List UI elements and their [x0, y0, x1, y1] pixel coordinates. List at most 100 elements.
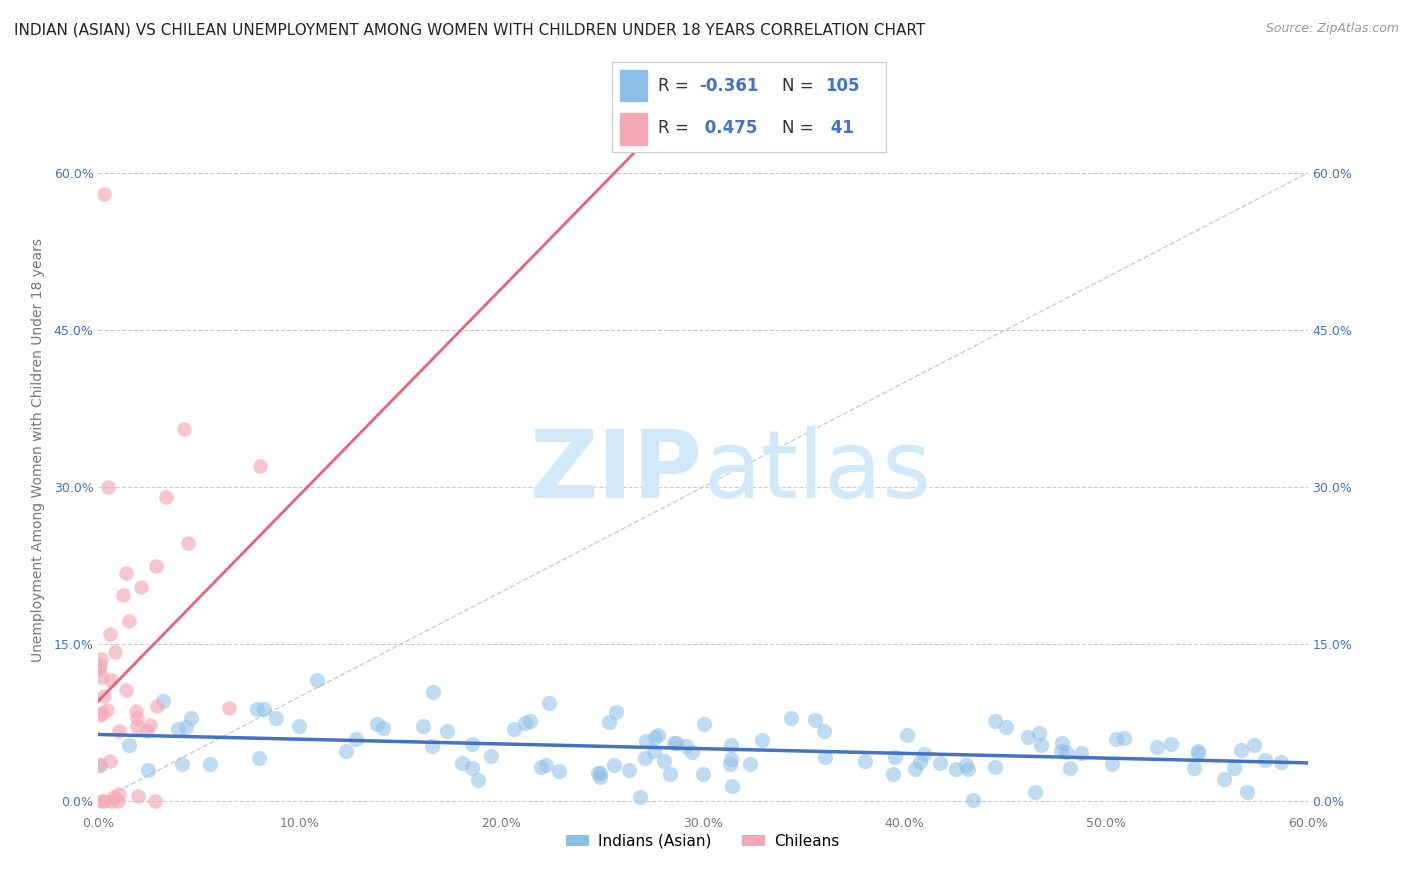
Point — [100, 673, 122, 687]
Point — [135, 723, 157, 738]
Point — [536, 758, 558, 772]
Point — [173, 421, 195, 435]
Point — [1028, 725, 1050, 739]
Text: INDIAN (ASIAN) VS CHILEAN UNEMPLOYMENT AMONG WOMEN WITH CHILDREN UNDER 18 YEARS : INDIAN (ASIAN) VS CHILEAN UNEMPLOYMENT A… — [14, 22, 925, 37]
Point — [422, 685, 444, 699]
Point — [172, 757, 194, 772]
Point — [903, 762, 925, 776]
Point — [180, 711, 202, 725]
Point — [87, 758, 110, 772]
Text: R =: R = — [658, 77, 695, 95]
Point — [1031, 738, 1053, 752]
Point — [1017, 730, 1039, 744]
Point — [127, 710, 149, 724]
Point — [246, 702, 269, 716]
Point — [662, 736, 685, 750]
Point — [266, 710, 288, 724]
Point — [1236, 785, 1258, 799]
Point — [634, 733, 657, 747]
Point — [692, 766, 714, 780]
Legend: Indians (Asian), Chileans: Indians (Asian), Chileans — [560, 828, 846, 855]
Point — [131, 580, 153, 594]
Point — [90, 652, 112, 666]
Point — [548, 764, 571, 778]
Point — [287, 719, 309, 733]
Point — [1213, 772, 1236, 786]
Point — [1101, 756, 1123, 771]
Point — [93, 689, 115, 703]
Point — [962, 793, 984, 807]
Point — [136, 763, 159, 777]
Point — [681, 745, 703, 759]
Point — [779, 711, 801, 725]
Point — [87, 662, 110, 676]
Point — [882, 766, 904, 780]
Point — [720, 751, 742, 765]
Point — [107, 794, 129, 808]
Point — [125, 719, 148, 733]
Point — [718, 756, 741, 771]
Point — [1270, 755, 1292, 769]
Point — [127, 789, 149, 803]
Point — [89, 708, 111, 723]
Point — [1254, 753, 1277, 767]
Point — [145, 794, 167, 808]
Point — [461, 762, 484, 776]
Point — [617, 764, 640, 778]
Point — [955, 758, 977, 772]
Point — [198, 756, 221, 771]
Point — [146, 698, 169, 713]
Point — [117, 738, 139, 752]
Point — [91, 706, 114, 721]
Point — [177, 536, 200, 550]
Point — [479, 748, 502, 763]
Point — [89, 758, 111, 772]
Text: ZIP: ZIP — [530, 426, 703, 518]
Point — [371, 721, 394, 735]
Point — [145, 559, 167, 574]
Point — [751, 732, 773, 747]
Point — [305, 673, 328, 688]
Point — [644, 731, 666, 745]
Point — [461, 738, 484, 752]
Text: N =: N = — [782, 77, 818, 95]
Point — [665, 736, 688, 750]
Point — [908, 755, 931, 769]
Point — [152, 694, 174, 708]
Point — [912, 747, 935, 761]
Point — [139, 718, 162, 732]
Point — [118, 614, 141, 628]
Point — [1146, 739, 1168, 754]
Point — [813, 724, 835, 739]
Point — [436, 724, 458, 739]
Point — [412, 719, 434, 733]
Point — [519, 714, 541, 729]
Point — [1050, 736, 1073, 750]
Point — [945, 762, 967, 776]
Point — [738, 757, 761, 772]
Point — [589, 766, 612, 780]
Point — [346, 731, 368, 746]
Point — [96, 703, 118, 717]
Point — [111, 589, 134, 603]
Point — [896, 728, 918, 742]
Point — [1105, 731, 1128, 746]
Point — [1054, 745, 1077, 759]
Point — [1187, 744, 1209, 758]
Point — [929, 756, 952, 770]
Point — [984, 759, 1007, 773]
Point — [107, 723, 129, 738]
Point — [366, 716, 388, 731]
Point — [467, 772, 489, 787]
Point — [1230, 743, 1253, 757]
Point — [174, 720, 197, 734]
Point — [249, 459, 271, 474]
Point — [804, 713, 827, 727]
Point — [693, 716, 716, 731]
Point — [658, 766, 681, 780]
Point — [957, 762, 980, 776]
Point — [515, 715, 537, 730]
Point — [1243, 738, 1265, 752]
Point — [1070, 746, 1092, 760]
Text: N =: N = — [782, 120, 818, 137]
